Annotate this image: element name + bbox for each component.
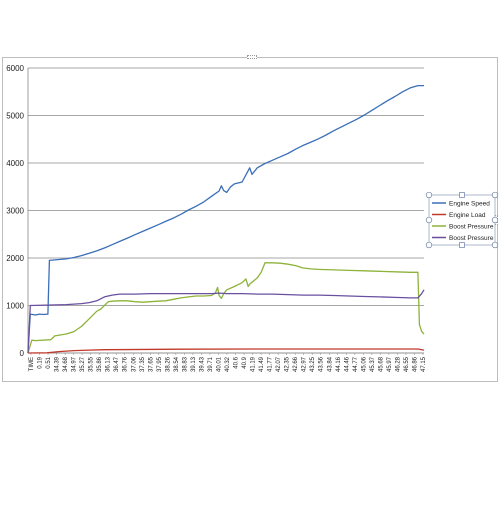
x-tick-label: 34.97 — [72, 356, 78, 372]
series-line-2 — [27, 348, 425, 354]
x-tick-label: 40.6 — [234, 356, 240, 368]
legend-label: Boost Pressure — [449, 235, 494, 242]
legend-resize-handle[interactable] — [425, 241, 433, 249]
legend-label: Engine Load — [449, 212, 486, 219]
x-tick-label: 45.37 — [370, 356, 376, 372]
series-line-4 — [27, 289, 425, 354]
x-tick-label: 46.28 — [395, 356, 401, 372]
y-tick-label: 5000 — [6, 112, 24, 121]
y-tick-label: 2000 — [6, 254, 24, 263]
x-tick-label: 35.55 — [89, 356, 95, 372]
legend-resize-handle[interactable] — [491, 191, 499, 199]
y-tick-label: 6000 — [6, 64, 24, 73]
x-tick-label: 36.47 — [114, 356, 120, 372]
x-tick-label: 43.25 — [310, 356, 316, 372]
axes — [27, 68, 424, 355]
x-tick-label: 42.07 — [276, 356, 282, 372]
x-tick-label: 41.19 — [251, 356, 257, 372]
x-tick-label: 42.97 — [302, 356, 308, 372]
x-tick-label: 38.83 — [182, 356, 188, 372]
x-tick-label: 45.97 — [387, 356, 393, 372]
legend[interactable]: Engine Speed Engine Load Boost Pressure Boo… — [425, 191, 499, 249]
x-tick-label: 45.68 — [378, 356, 384, 372]
legend-resize-handle[interactable] — [459, 242, 465, 248]
legend-label: Boost Pressure — [449, 223, 494, 230]
x-tick-label: 43.56 — [319, 356, 325, 372]
x-tick-label: 42.66 — [293, 356, 299, 372]
x-tick-label: 41.49 — [259, 356, 265, 372]
x-tick-label: 38.54 — [174, 356, 180, 372]
x-tick-label: 40.9 — [242, 356, 248, 368]
x-tick-label: 37.65 — [148, 356, 154, 372]
series-line-1 — [27, 84, 424, 354]
x-tick-label: 39.43 — [199, 356, 205, 372]
y-tick-label: 4000 — [6, 159, 24, 168]
x-tick-label: 0.19 — [38, 356, 44, 368]
y-tick-label: 1000 — [6, 302, 24, 311]
x-tick-label: 34.39 — [55, 356, 61, 372]
x-tick-label: 47.15 — [421, 356, 427, 372]
x-tick-label: 0.51 — [46, 356, 52, 368]
x-tick-label: 44.46 — [344, 356, 350, 372]
x-tick-label: 43.84 — [327, 356, 333, 372]
legend-label: Engine Speed — [449, 200, 490, 207]
x-tick-label: 39.13 — [191, 356, 197, 372]
chart-area — [2, 57, 498, 382]
y-tick-label: 3000 — [6, 207, 24, 216]
gridlines — [28, 67, 424, 354]
x-tick-label: 39.71 — [208, 356, 214, 372]
series-lines — [27, 84, 425, 354]
x-tick-label: 40.32 — [225, 356, 231, 372]
legend-resize-handle[interactable] — [425, 191, 433, 199]
x-tick-label: 46.55 — [404, 356, 410, 372]
x-tick-label: 44.77 — [353, 356, 359, 372]
x-tick-label: 37.35 — [140, 356, 146, 372]
x-tick-label: 46.86 — [412, 356, 418, 372]
legend-resize-handle[interactable] — [491, 241, 499, 249]
y-axis-ticks: 0 1000 2000 3000 4000 5000 6000 — [6, 64, 24, 358]
x-tick-label: 34.68 — [63, 356, 69, 372]
resize-handle-top[interactable] — [247, 55, 257, 59]
x-tick-label: 35.27 — [80, 356, 86, 372]
x-tick-label: TIME — [29, 357, 35, 371]
y-tick-label: 0 — [20, 349, 25, 358]
x-tick-label: 45.06 — [361, 356, 367, 372]
x-tick-label: 37.06 — [131, 356, 137, 372]
x-tick-label: 36.13 — [106, 356, 112, 372]
x-tick-label: 37.95 — [157, 356, 163, 372]
series-line-3 — [27, 262, 425, 354]
x-tick-label: 35.86 — [97, 356, 103, 372]
legend-resize-handle[interactable] — [425, 216, 433, 224]
x-tick-label: 44.16 — [336, 356, 342, 372]
x-tick-label: 41.77 — [268, 356, 274, 372]
x-tick-label: 36.76 — [123, 356, 129, 372]
legend-resize-handle[interactable] — [459, 192, 465, 198]
x-axis-ticks: TIME 0.19 0.51 34.39 34.68 34.97 35.27 35.55 35.… — [29, 356, 427, 372]
x-tick-label: 38.26 — [165, 356, 171, 372]
x-tick-label: 42.35 — [285, 356, 291, 372]
legend-resize-handle[interactable] — [491, 216, 499, 224]
x-tick-label: 40.01 — [216, 356, 222, 372]
